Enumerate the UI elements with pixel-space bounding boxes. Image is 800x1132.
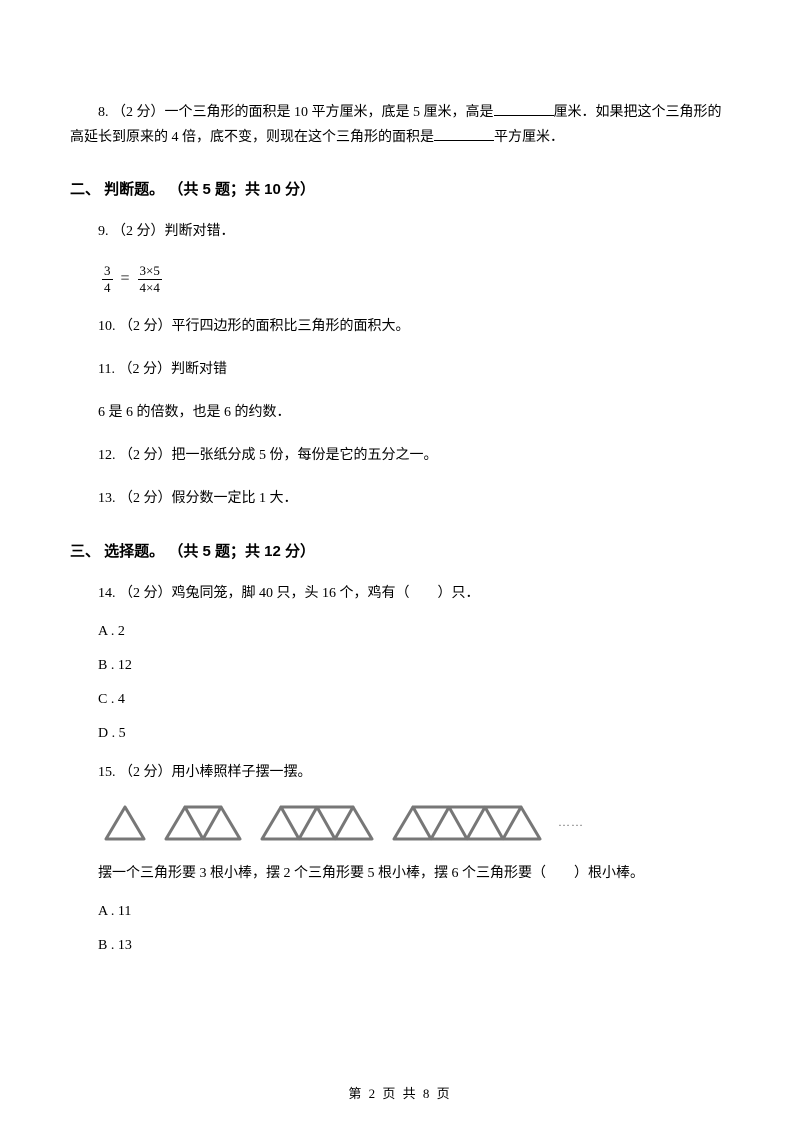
question-15b: 摆一个三角形要 3 根小棒，摆 2 个三角形要 5 根小棒，摆 6 个三角形要（… (70, 861, 730, 886)
option-14a: A . 2 (70, 624, 730, 640)
fraction-right: 3×5 4×4 (138, 263, 162, 296)
q8-text-c: 平方厘米． (494, 130, 564, 145)
triangle-group-1 (102, 803, 148, 843)
section-2-title: 二、 判断题。 （共 5 题；共 10 分） (70, 178, 730, 199)
q8-text-a: 8. （2 分）一个三角形的面积是 10 平方厘米，底是 5 厘米，高是 (98, 105, 494, 120)
blank-1 (494, 102, 554, 116)
question-12: 12. （2 分）把一张纸分成 5 份，每份是它的五分之一。 (70, 443, 730, 468)
question-8: 8. （2 分）一个三角形的面积是 10 平方厘米，底是 5 厘米，高是厘米．如… (70, 100, 730, 150)
option-14d: D . 5 (70, 726, 730, 742)
fraction-left: 3 4 (102, 263, 113, 296)
question-11b: 6 是 6 的倍数，也是 6 的约数． (70, 400, 730, 425)
question-9: 9. （2 分）判断对错． (70, 219, 730, 244)
fraction-equation: 3 4 = 3×5 4×4 (102, 263, 730, 296)
triangle-group-4 (390, 803, 544, 843)
option-15a: A . 11 (70, 904, 730, 920)
ellipsis-dots: …… (558, 815, 584, 830)
page-footer: 第 2 页 共 8 页 (0, 1083, 800, 1102)
frac-left-den: 4 (102, 280, 113, 296)
option-15b: B . 13 (70, 938, 730, 954)
question-13: 13. （2 分）假分数一定比 1 大． (70, 486, 730, 511)
question-11: 11. （2 分）判断对错 (70, 357, 730, 382)
frac-right-num: 3×5 (138, 263, 162, 280)
frac-left-num: 3 (102, 263, 113, 280)
option-14c: C . 4 (70, 692, 730, 708)
option-14b: B . 12 (70, 658, 730, 674)
equals-sign: = (121, 270, 130, 287)
triangle-group-2 (162, 803, 244, 843)
section-3-title: 三、 选择题。 （共 5 题；共 12 分） (70, 540, 730, 561)
frac-right-den: 4×4 (138, 280, 162, 296)
triangles-figure: …… (102, 803, 730, 843)
triangle-group-3 (258, 803, 376, 843)
blank-2 (434, 127, 494, 141)
question-15: 15. （2 分）用小棒照样子摆一摆。 (70, 760, 730, 785)
question-10: 10. （2 分）平行四边形的面积比三角形的面积大。 (70, 314, 730, 339)
question-14: 14. （2 分）鸡兔同笼，脚 40 只，头 16 个，鸡有（ ）只． (70, 581, 730, 606)
